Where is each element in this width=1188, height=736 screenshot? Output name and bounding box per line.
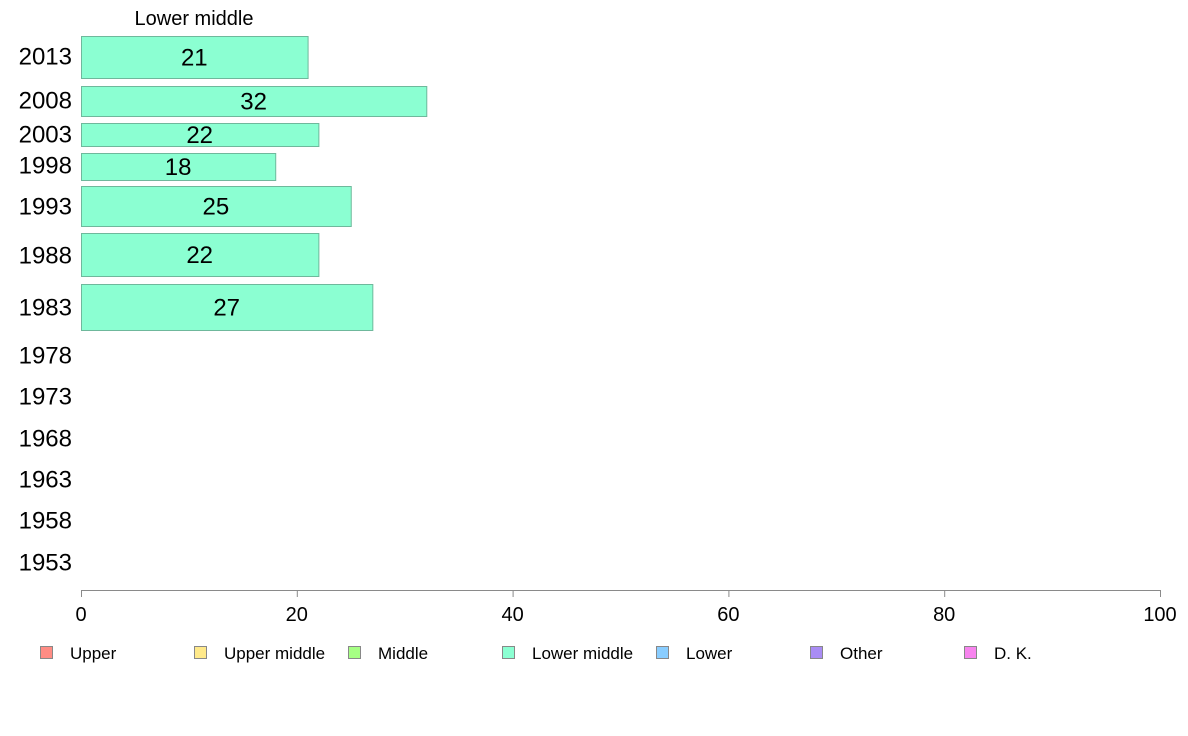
bar xyxy=(81,186,352,227)
legend-label: Upper xyxy=(70,644,117,663)
y-tick-label: 1998 xyxy=(19,153,72,180)
y-tick-label: 1973 xyxy=(19,384,72,411)
y-tick-label: 1988 xyxy=(19,243,72,270)
y-tick-label: 2008 xyxy=(19,88,72,115)
bar-value-label: 32 xyxy=(240,89,267,116)
bar-value-label: 27 xyxy=(213,295,240,322)
bar xyxy=(81,123,320,147)
x-axis: 0 20 40 60 80 100 xyxy=(75,590,1177,626)
x-tick-label: 100 xyxy=(1143,604,1176,626)
y-tick-label: 1983 xyxy=(19,295,72,322)
y-tick-label: 1953 xyxy=(19,550,72,577)
y-tick-label: 2013 xyxy=(19,44,72,71)
x-tick-label: 80 xyxy=(933,604,955,626)
bar xyxy=(81,36,309,79)
y-tick-label: 2003 xyxy=(19,122,72,149)
legend-item: Upper middle xyxy=(194,644,325,663)
y-tick-label: 1963 xyxy=(19,467,72,494)
legend-item: Other xyxy=(810,644,883,663)
bar-value-label: 22 xyxy=(186,122,213,149)
bar-value-label: 18 xyxy=(165,154,192,181)
x-tick-label: 0 xyxy=(75,604,86,626)
legend-item: D. K. xyxy=(964,644,1032,663)
legend-item: Upper xyxy=(40,644,117,663)
bar xyxy=(81,233,320,277)
legend: Upper Upper middle Middle Lower middle Lower… xyxy=(40,644,1032,663)
legend-label: Lower middle xyxy=(532,644,633,663)
y-tick-label: 1978 xyxy=(19,343,72,370)
legend-swatch xyxy=(348,646,361,659)
bar xyxy=(81,153,277,181)
legend-swatch xyxy=(40,646,53,659)
legend-label: Lower xyxy=(686,644,733,663)
y-tick-label: 1968 xyxy=(19,426,72,453)
bar-value-label: 22 xyxy=(186,242,213,269)
legend-label: Other xyxy=(840,644,883,663)
bar-value-label: 25 xyxy=(203,194,230,221)
legend-item: Lower middle xyxy=(502,644,633,663)
x-tick-label: 40 xyxy=(501,604,523,626)
y-axis-labels: 2013 2008 2003 1998 1993 1988 1983 1978 1973 1968… xyxy=(19,44,72,577)
legend-label: Upper middle xyxy=(224,644,325,663)
chart-title: Lower middle xyxy=(135,8,254,30)
legend-swatch xyxy=(656,646,669,659)
legend-item: Middle xyxy=(348,644,428,663)
x-tick-label: 60 xyxy=(717,604,739,626)
bar xyxy=(81,284,374,331)
bar-value-label: 21 xyxy=(181,45,208,72)
legend-swatch xyxy=(964,646,977,659)
legend-swatch xyxy=(502,646,515,659)
bar xyxy=(81,86,428,117)
y-tick-label: 1958 xyxy=(19,508,72,535)
x-tick-label: 20 xyxy=(286,604,308,626)
legend-label: D. K. xyxy=(994,644,1032,663)
legend-item: Lower xyxy=(656,644,733,663)
legend-label: Middle xyxy=(378,644,428,663)
y-tick-label: 1993 xyxy=(19,194,72,221)
legend-swatch xyxy=(810,646,823,659)
legend-swatch xyxy=(194,646,207,659)
